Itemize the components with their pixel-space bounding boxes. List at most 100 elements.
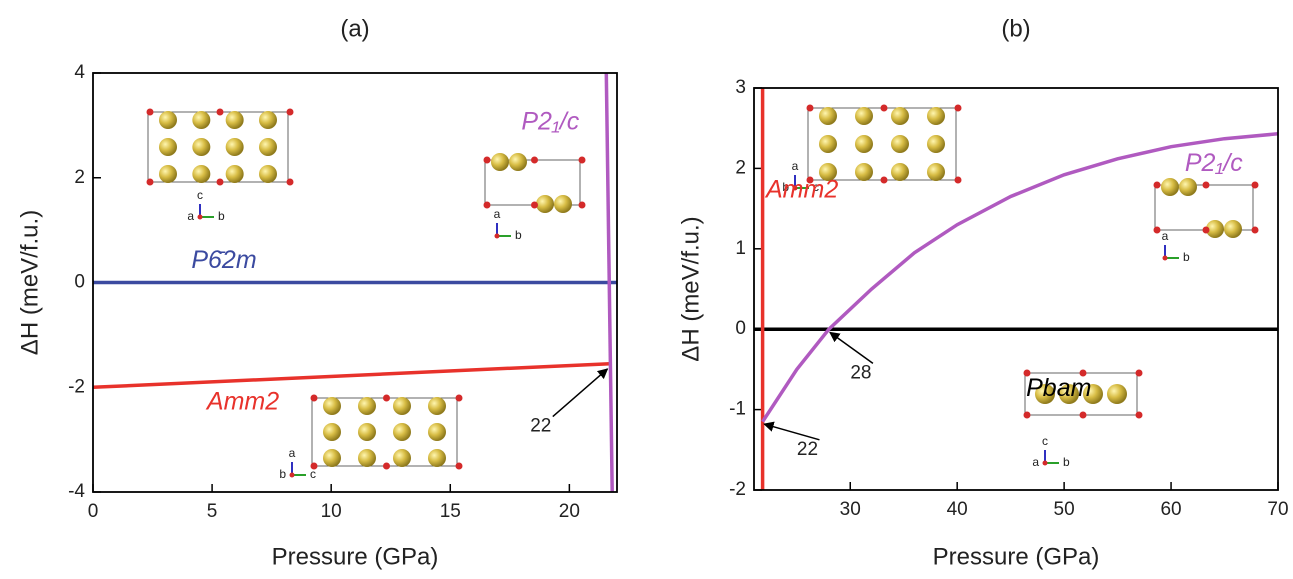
o-atom	[286, 178, 294, 186]
inset-axis-label: a	[1032, 455, 1039, 469]
atom	[1179, 178, 1197, 196]
axis-origin	[289, 472, 295, 478]
o-atom	[1153, 226, 1161, 234]
o-atom	[806, 176, 814, 184]
atom	[159, 111, 177, 129]
y-tick-label: -2	[68, 376, 85, 397]
o-atom	[578, 156, 586, 164]
plot-frame	[92, 72, 618, 493]
o-atom	[1079, 411, 1087, 419]
o-atom	[954, 176, 962, 184]
o-atom	[880, 104, 888, 112]
axis-origin	[197, 214, 203, 220]
o-atom	[1135, 411, 1143, 419]
atom	[159, 165, 177, 183]
annotation-arrow	[829, 331, 874, 365]
atom	[855, 107, 873, 125]
o-atom	[455, 462, 463, 470]
atom	[1206, 220, 1224, 238]
annotation-arrow	[552, 368, 609, 418]
atom	[393, 397, 411, 415]
atom	[225, 111, 244, 129]
series-line	[761, 132, 1279, 423]
plot-frame	[753, 87, 1279, 491]
series-label: Amm2	[764, 176, 838, 204]
y-tick-label: 0	[735, 318, 746, 339]
inset-axis-label: b	[515, 228, 522, 242]
series-label: P6̄2m	[191, 246, 256, 274]
o-atom	[1251, 226, 1259, 234]
axis-origin	[792, 185, 798, 191]
atom	[358, 423, 376, 441]
inset-axis-label: a	[1162, 229, 1169, 243]
atom	[225, 138, 244, 156]
atom	[225, 165, 244, 183]
y-axis-label: ΔH (meV/f.u.)	[677, 216, 704, 361]
series-line	[92, 361, 610, 390]
series-line	[604, 72, 614, 493]
o-atom	[383, 462, 390, 470]
atom	[1224, 220, 1242, 238]
o-atom	[806, 104, 814, 112]
y-tick-label: 1	[735, 238, 746, 259]
atom	[192, 165, 211, 183]
x-axis-label: Pressure (GPa)	[933, 543, 1100, 570]
atom	[1059, 384, 1079, 404]
inset-axis-label: a	[792, 159, 799, 173]
o-atom	[310, 462, 318, 470]
y-tick-label: 0	[74, 272, 85, 293]
atom	[1083, 384, 1103, 404]
chart-title: (b)	[1001, 15, 1030, 42]
o-atom	[216, 178, 224, 186]
inset-axis-label: c	[1042, 434, 1048, 448]
atom	[927, 107, 945, 125]
y-tick-label: 4	[74, 62, 85, 83]
o-atom	[1135, 369, 1143, 377]
atom	[855, 135, 873, 153]
y-tick-label: -1	[729, 399, 746, 420]
structure-inset: ab c	[782, 104, 962, 194]
axis-origin	[1162, 255, 1168, 261]
o-atom	[483, 156, 491, 164]
atom	[927, 135, 945, 153]
atom	[536, 195, 554, 213]
atom	[259, 111, 277, 129]
o-atom	[383, 394, 390, 402]
y-tick-label: 2	[74, 167, 85, 188]
annotation: 28	[850, 362, 871, 383]
structure-inset: ab c	[279, 394, 463, 481]
o-atom	[1202, 226, 1210, 234]
o-atom	[531, 156, 538, 164]
o-atom	[1079, 369, 1087, 377]
atom	[891, 163, 909, 181]
inset-axis-label: b	[1183, 250, 1190, 264]
y-tick-label: 3	[735, 77, 746, 98]
atom	[855, 163, 873, 181]
o-atom	[1023, 369, 1031, 377]
atom	[1035, 384, 1055, 404]
x-tick-label: 30	[840, 499, 861, 520]
atom	[819, 135, 837, 153]
atom	[428, 423, 446, 441]
annotation: 22	[797, 439, 818, 460]
atom	[1161, 178, 1179, 196]
inset-axis-label: c	[813, 180, 819, 194]
x-tick-label: 0	[88, 501, 99, 522]
atom	[323, 397, 341, 415]
atom	[891, 107, 909, 125]
y-tick-label: -2	[729, 479, 746, 500]
atom	[358, 397, 376, 415]
x-tick-label: 5	[207, 501, 218, 522]
axis-origin	[1042, 460, 1048, 466]
o-atom	[146, 178, 154, 186]
atom	[259, 138, 277, 156]
o-atom	[1202, 181, 1210, 189]
o-atom	[954, 104, 962, 112]
inset-axis-label: b	[279, 467, 286, 481]
atom	[159, 138, 177, 156]
x-tick-label: 15	[440, 501, 461, 522]
atom	[491, 153, 509, 171]
series-label: Pbam	[1026, 374, 1091, 402]
inset-axis-label: b	[782, 180, 789, 194]
o-atom	[531, 201, 538, 209]
